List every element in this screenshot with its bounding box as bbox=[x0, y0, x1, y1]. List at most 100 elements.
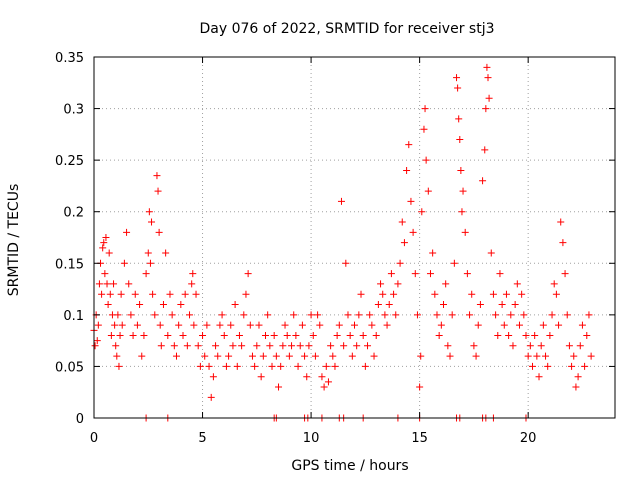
x-axis-title: GPS time / hours bbox=[291, 458, 408, 474]
data-point bbox=[240, 311, 248, 319]
data-point bbox=[111, 321, 119, 329]
data-point bbox=[268, 362, 276, 370]
data-point bbox=[474, 321, 482, 329]
x-tick-label: 5 bbox=[198, 431, 206, 446]
data-point bbox=[513, 280, 521, 288]
x-tick-label: 0 bbox=[90, 431, 98, 446]
data-point bbox=[507, 311, 515, 319]
data-point bbox=[270, 331, 278, 339]
data-point bbox=[281, 321, 289, 329]
data-point bbox=[140, 331, 148, 339]
data-point bbox=[515, 321, 523, 329]
data-point bbox=[502, 290, 510, 298]
data-point bbox=[117, 290, 125, 298]
data-point bbox=[189, 270, 197, 278]
data-point bbox=[251, 362, 259, 370]
data-point bbox=[305, 342, 313, 350]
data-point bbox=[283, 331, 291, 339]
data-point bbox=[364, 342, 372, 350]
data-point bbox=[535, 373, 543, 381]
data-point bbox=[93, 337, 101, 345]
data-point bbox=[261, 331, 269, 339]
data-point bbox=[387, 270, 395, 278]
data-point bbox=[450, 259, 458, 267]
y-tick-label: 0.3 bbox=[63, 103, 84, 118]
data-point bbox=[416, 383, 424, 391]
data-point bbox=[242, 290, 250, 298]
data-point bbox=[409, 228, 417, 236]
data-point bbox=[186, 311, 194, 319]
data-point bbox=[581, 362, 589, 370]
data-point bbox=[344, 311, 352, 319]
data-point bbox=[120, 259, 128, 267]
data-point bbox=[539, 321, 547, 329]
data-point bbox=[253, 342, 261, 350]
data-point bbox=[526, 342, 534, 350]
data-point bbox=[377, 280, 385, 288]
data-point bbox=[129, 331, 137, 339]
data-point bbox=[155, 228, 163, 236]
data-point bbox=[346, 331, 354, 339]
chart-title: Day 076 of 2022, SRMTID for receiver stj… bbox=[200, 21, 495, 37]
data-point bbox=[235, 331, 243, 339]
x-tick-label: 20 bbox=[520, 431, 537, 446]
data-point bbox=[238, 342, 246, 350]
data-point bbox=[212, 342, 220, 350]
data-point bbox=[125, 280, 133, 288]
data-point bbox=[374, 301, 382, 309]
data-point bbox=[257, 373, 265, 381]
data-point bbox=[396, 259, 404, 267]
data-point bbox=[151, 311, 159, 319]
data-point bbox=[559, 239, 567, 247]
data-point bbox=[166, 290, 174, 298]
data-point bbox=[110, 280, 118, 288]
data-point bbox=[568, 362, 576, 370]
data-point bbox=[431, 290, 439, 298]
data-point bbox=[309, 331, 317, 339]
data-point bbox=[552, 290, 560, 298]
data-point bbox=[98, 290, 106, 298]
data-point bbox=[479, 177, 487, 185]
data-point bbox=[205, 362, 213, 370]
data-point bbox=[207, 393, 215, 401]
data-point bbox=[94, 321, 102, 329]
data-point bbox=[272, 352, 280, 360]
data-point bbox=[196, 362, 204, 370]
data-point bbox=[453, 74, 461, 82]
data-point bbox=[405, 141, 413, 149]
data-point bbox=[537, 342, 545, 350]
data-point bbox=[379, 290, 387, 298]
data-point bbox=[555, 321, 563, 329]
data-point bbox=[113, 352, 121, 360]
data-point bbox=[277, 362, 285, 370]
data-point bbox=[500, 321, 508, 329]
data-point bbox=[153, 172, 161, 180]
data-point bbox=[565, 342, 573, 350]
data-point bbox=[116, 331, 124, 339]
data-point bbox=[264, 311, 272, 319]
data-point bbox=[144, 249, 152, 257]
data-point bbox=[218, 311, 226, 319]
data-point bbox=[190, 321, 198, 329]
data-point bbox=[168, 311, 176, 319]
data-point bbox=[95, 280, 103, 288]
data-point bbox=[476, 301, 484, 309]
data-point bbox=[209, 373, 217, 381]
data-point bbox=[531, 331, 539, 339]
data-point bbox=[400, 239, 408, 247]
data-point bbox=[481, 146, 489, 154]
data-point bbox=[485, 94, 493, 102]
data-point bbox=[470, 342, 478, 350]
data-point bbox=[303, 373, 311, 381]
data-point bbox=[572, 383, 580, 391]
data-point bbox=[355, 311, 363, 319]
data-point bbox=[246, 321, 254, 329]
data-point bbox=[244, 270, 252, 278]
data-point bbox=[112, 342, 120, 350]
data-point bbox=[159, 301, 167, 309]
data-point bbox=[164, 331, 172, 339]
data-point bbox=[492, 311, 500, 319]
data-point bbox=[331, 362, 339, 370]
data-point bbox=[157, 342, 165, 350]
